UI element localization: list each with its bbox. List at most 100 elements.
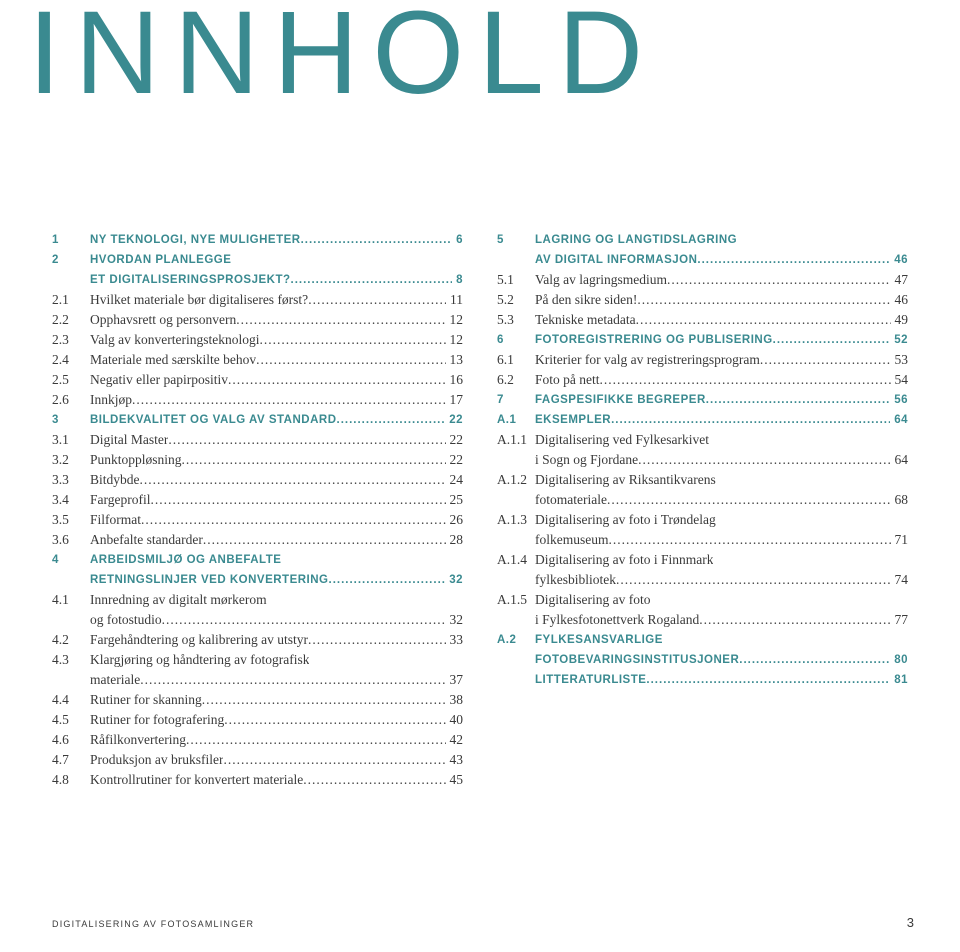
- footer-doc-title: DIGITALISERING AV FOTOSAMLINGER: [52, 919, 254, 929]
- toc-leader-dots: ........................................…: [203, 530, 446, 550]
- toc-num: 4.6: [52, 730, 90, 750]
- toc-label: Digitalisering ved Fylkesarkivet: [535, 430, 709, 450]
- toc-num: 3.1: [52, 430, 90, 450]
- toc-num: 5.1: [497, 270, 535, 290]
- toc-row: 2.1Hvilket materiale bør digitaliseres f…: [52, 290, 463, 310]
- toc-leader-dots: ........................................…: [697, 250, 890, 270]
- toc-row: 2.2Opphavsrett og personvern............…: [52, 310, 463, 330]
- toc-label: i Fylkesfotonettverk Rogaland: [535, 610, 699, 630]
- toc-row: 5.2På den sikre siden!..................…: [497, 290, 908, 310]
- toc-num: 5.3: [497, 310, 535, 330]
- toc-label: Fylkesansvarlige: [535, 630, 663, 650]
- toc-row: 7Fagspesifikke begreper.................…: [497, 390, 908, 410]
- toc-page: 32: [446, 610, 464, 630]
- toc-num: A.1: [497, 410, 535, 430]
- toc-leader-dots: ........................................…: [223, 750, 445, 770]
- toc-page: 77: [891, 610, 909, 630]
- toc-page: 74: [891, 570, 909, 590]
- toc-label: Filformat: [90, 510, 141, 530]
- toc-row: 4.8Kontrollrutiner for konvertert materi…: [52, 770, 463, 790]
- toc-page: 53: [891, 350, 909, 370]
- toc-page: 12: [446, 330, 464, 350]
- toc-label: i Sogn og Fjordane: [535, 450, 638, 470]
- toc-num: 3.4: [52, 490, 90, 510]
- toc-row: 4.7Produksjon av bruksfiler.............…: [52, 750, 463, 770]
- toc-leader-dots: ........................................…: [667, 270, 891, 290]
- toc-row: 4.3Klargjøring og håndtering av fotograf…: [52, 650, 463, 670]
- toc-label: Råfilkonvertering: [90, 730, 186, 750]
- toc-page: 80: [890, 650, 908, 670]
- toc-row: A.1.4Digitalisering av foto i Finnmark: [497, 550, 908, 570]
- toc-page: 12: [446, 310, 464, 330]
- toc-leader-dots: ........................................…: [301, 230, 453, 250]
- toc-row: materiale...............................…: [52, 670, 463, 690]
- toc-leader-dots: ........................................…: [162, 610, 446, 630]
- toc-page: 16: [446, 370, 464, 390]
- toc-label: Materiale med særskilte behov: [90, 350, 256, 370]
- toc-leader-dots: ........................................…: [611, 410, 890, 430]
- toc-page: 24: [446, 470, 464, 490]
- toc-leader-dots: ........................................…: [202, 690, 446, 710]
- toc-row: 3.1Digital Master.......................…: [52, 430, 463, 450]
- toc-page: 26: [446, 510, 464, 530]
- toc-row: 2.3Valg av konverteringsteknologi.......…: [52, 330, 463, 350]
- toc-page: 56: [890, 390, 908, 410]
- toc-page: 54: [891, 370, 909, 390]
- toc-leader-dots: ........................................…: [236, 310, 445, 330]
- toc-label: Foto på nett: [535, 370, 600, 390]
- toc-num: 5.2: [497, 290, 535, 310]
- toc-column-right: 5Lagring og langtidslagringav digital in…: [497, 230, 908, 790]
- toc-label: Valg av lagringsmedium: [535, 270, 667, 290]
- toc-leader-dots: ........................................…: [228, 370, 446, 390]
- toc-leader-dots: ........................................…: [706, 390, 890, 410]
- toc-row: retningslinjer ved konvertering.........…: [52, 570, 463, 590]
- toc-num: 2.2: [52, 310, 90, 330]
- toc-label: Hvordan planlegge: [90, 250, 231, 270]
- toc-row: 4.5Rutiner for fotografering............…: [52, 710, 463, 730]
- toc-label: Kriterier for valg av registreringsprogr…: [535, 350, 760, 370]
- toc-column-left: 1Ny teknologi, nye muligheter...........…: [52, 230, 463, 790]
- toc-label: Valg av konverteringsteknologi: [90, 330, 259, 350]
- toc-num: 3.6: [52, 530, 90, 550]
- toc-label: Opphavsrett og personvern: [90, 310, 236, 330]
- toc-leader-dots: ........................................…: [600, 370, 891, 390]
- toc-leader-dots: ........................................…: [638, 450, 890, 470]
- toc-label: Innredning av digitalt mørkerom: [90, 590, 267, 610]
- toc-label: Tekniske metadata: [535, 310, 636, 330]
- toc-leader-dots: ........................................…: [308, 290, 446, 310]
- toc-leader-dots: ........................................…: [739, 650, 890, 670]
- toc-num: 4: [52, 550, 90, 570]
- toc-leader-dots: ........................................…: [616, 570, 891, 590]
- toc-num: 3.5: [52, 510, 90, 530]
- toc-leader-dots: ........................................…: [168, 430, 445, 450]
- footer: DIGITALISERING AV FOTOSAMLINGER 3: [52, 915, 914, 930]
- toc-page: 25: [446, 490, 464, 510]
- toc-label: Rutiner for fotografering: [90, 710, 224, 730]
- toc-label: et digitaliseringsprosjekt?: [90, 270, 291, 290]
- toc-leader-dots: ........................................…: [151, 490, 446, 510]
- toc-page: 13: [446, 350, 464, 370]
- toc-label: Fotoregistrering og publisering: [535, 330, 773, 350]
- toc-leader-dots: ........................................…: [291, 270, 453, 290]
- toc-label: På den sikre siden!: [535, 290, 637, 310]
- toc-row: 3.4Fargeprofil..........................…: [52, 490, 463, 510]
- toc-row: 5Lagring og langtidslagring: [497, 230, 908, 250]
- toc-row: 4.4Rutiner for skanning.................…: [52, 690, 463, 710]
- toc-label: Punktoppløsning: [90, 450, 182, 470]
- toc-label: Bildekvalitet og valg av standard: [90, 410, 337, 430]
- toc-label: Klargjøring og håndtering av fotografisk: [90, 650, 309, 670]
- footer-page-number: 3: [907, 915, 914, 930]
- toc-num: 6.1: [497, 350, 535, 370]
- toc-page: 40: [446, 710, 464, 730]
- toc-num: 4.8: [52, 770, 90, 790]
- toc-num: 4.3: [52, 650, 90, 670]
- toc-page: 6: [452, 230, 463, 250]
- toc-row: 4.6Råfilkonvertering....................…: [52, 730, 463, 750]
- toc-row: A.1.5Digitalisering av foto: [497, 590, 908, 610]
- toc-page: 42: [446, 730, 464, 750]
- toc-leader-dots: ........................................…: [646, 670, 890, 690]
- toc-label: materiale: [90, 670, 140, 690]
- toc-page: 49: [891, 310, 909, 330]
- toc-row: og fotostudio...........................…: [52, 610, 463, 630]
- toc-leader-dots: ........................................…: [140, 670, 445, 690]
